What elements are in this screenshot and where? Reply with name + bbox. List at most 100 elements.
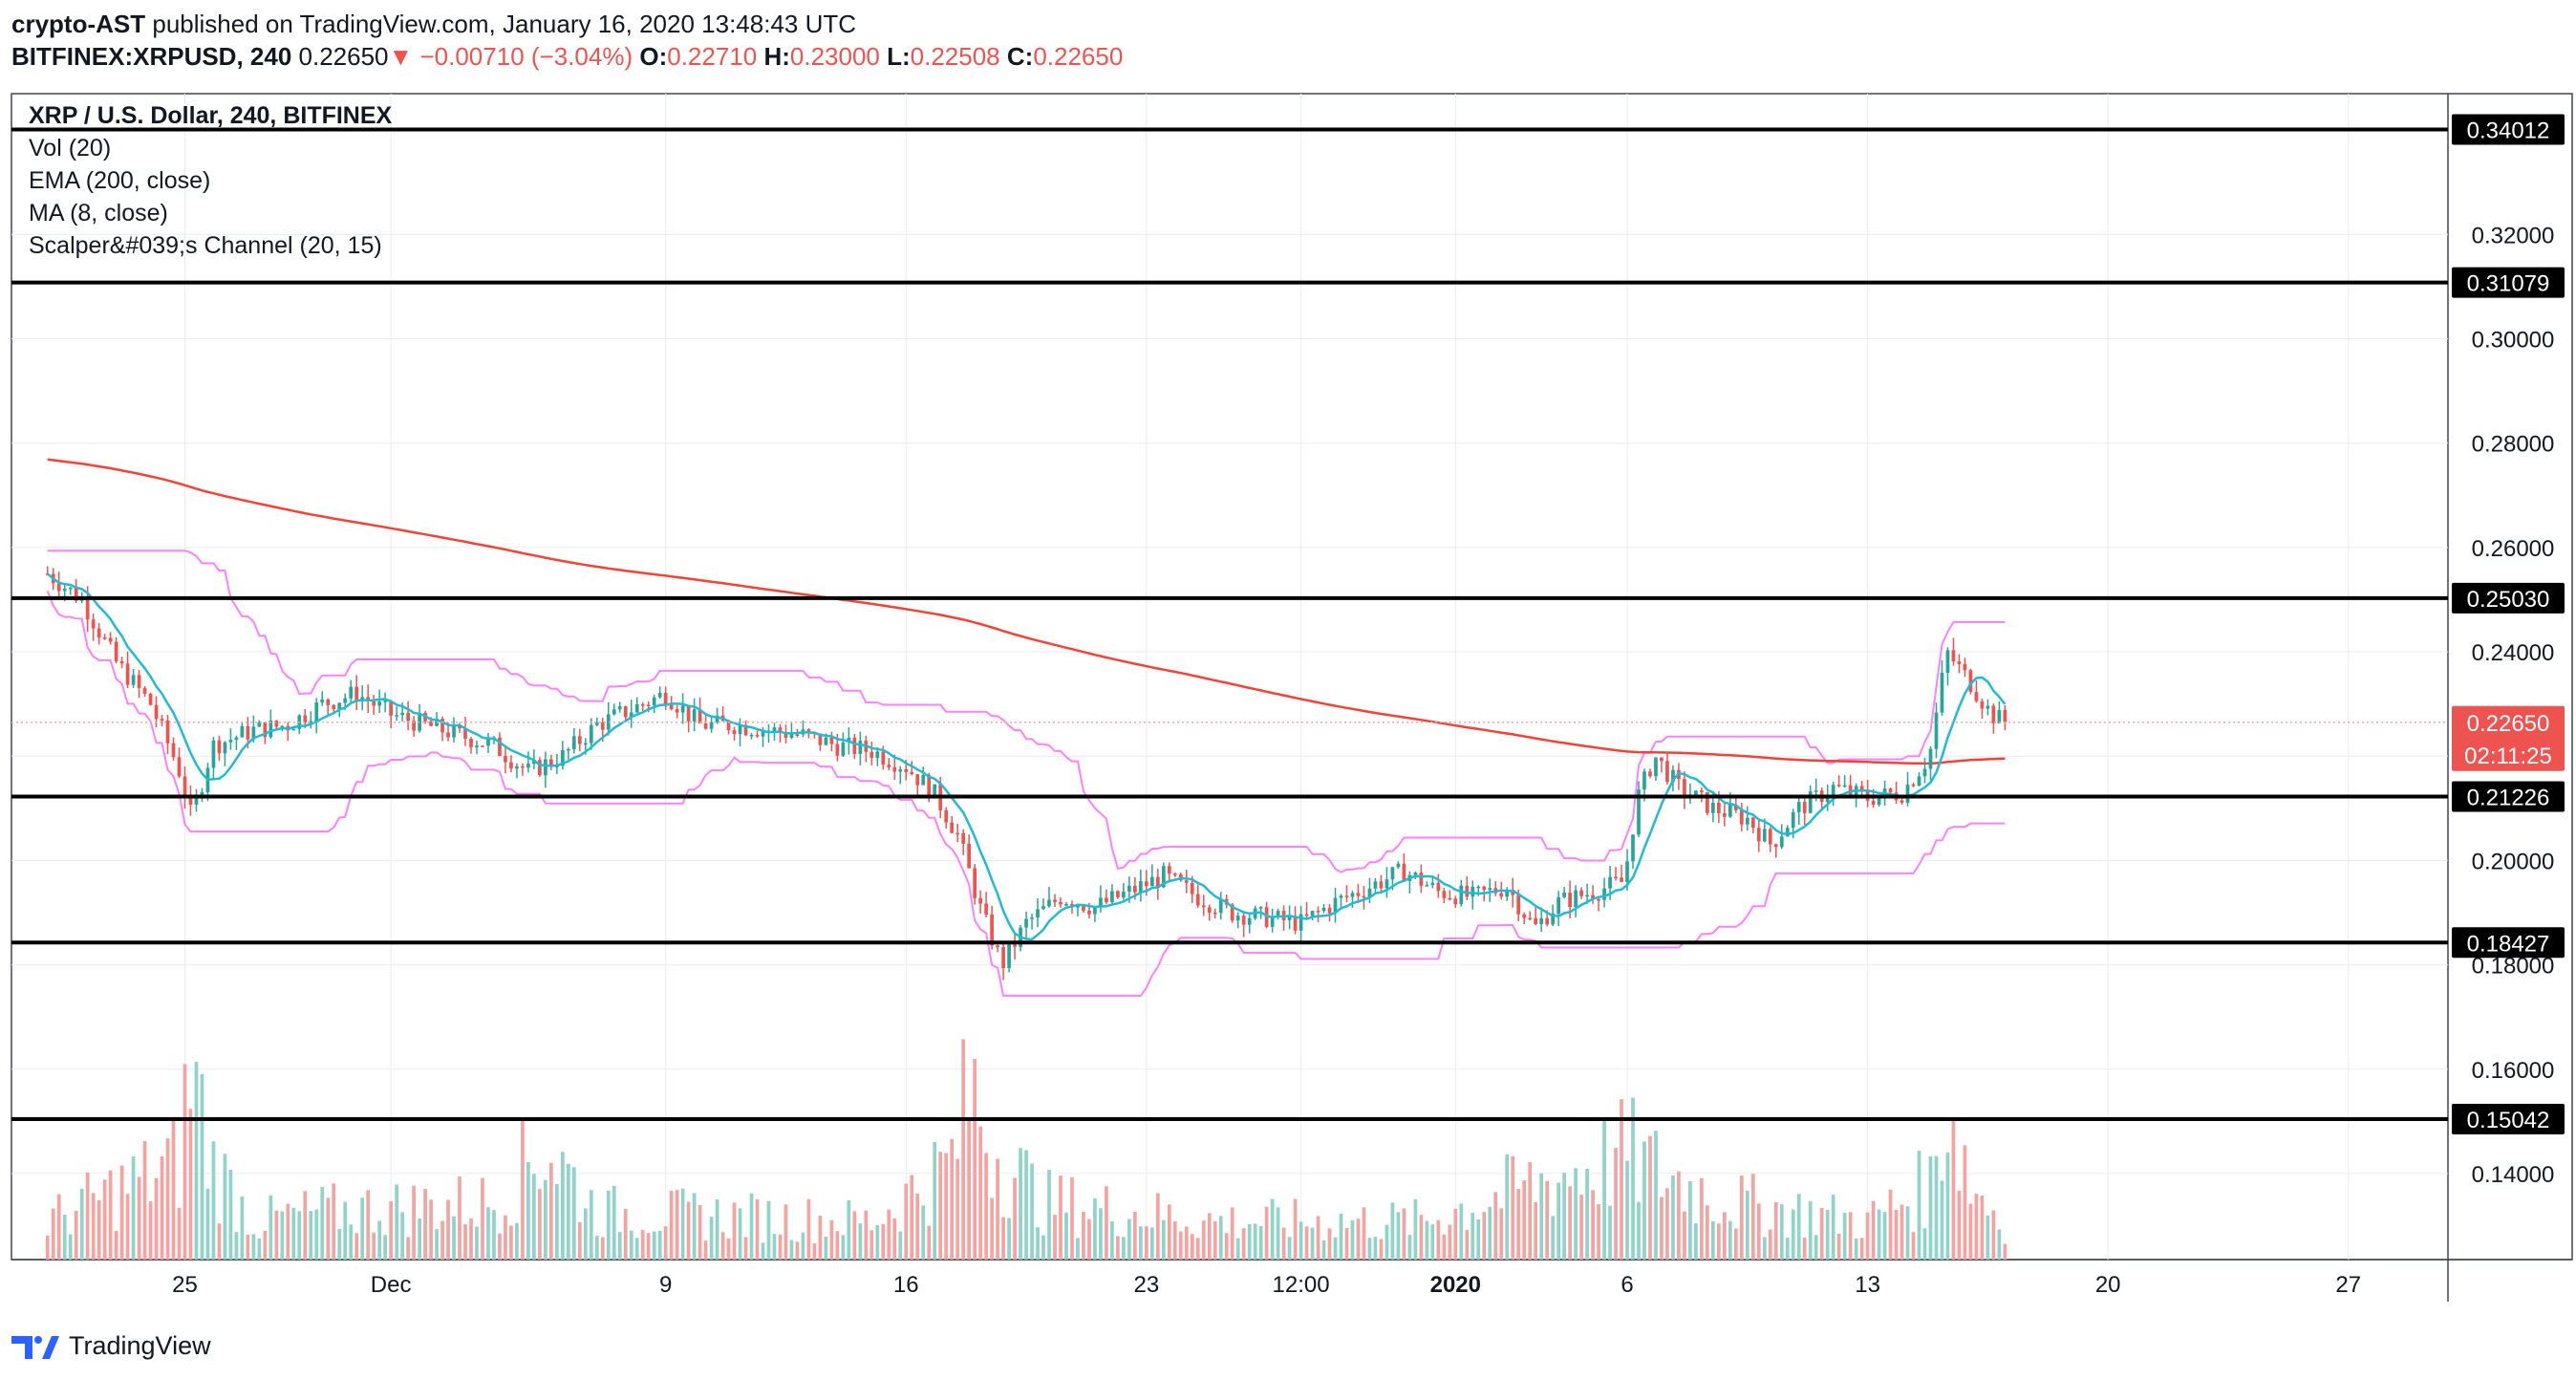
legend-item-volume[interactable]: Vol (20) [29, 135, 112, 162]
volume-bar [538, 1189, 542, 1260]
candle-body [1304, 914, 1309, 916]
volume-bar [1654, 1131, 1658, 1260]
candle-body [274, 721, 279, 727]
volume-bar [915, 1193, 920, 1260]
candle-body [1836, 785, 1841, 787]
volume-bar [1745, 1190, 1750, 1260]
volume-bar [1991, 1210, 1996, 1260]
candle-body [509, 762, 513, 769]
volume-bar [1957, 1190, 1962, 1260]
volume-bar [383, 1235, 388, 1260]
candle-body [1871, 800, 1876, 806]
candle-body [577, 736, 582, 744]
candle-body [1138, 881, 1143, 893]
candle-body [504, 755, 507, 763]
volume-bar [188, 1109, 193, 1260]
candle-body [1574, 890, 1578, 908]
scalper-channel [46, 550, 2006, 997]
volume-bar [1579, 1195, 1583, 1260]
candle-body [526, 764, 530, 768]
candle-body [1350, 893, 1355, 897]
volume-bar [818, 1216, 823, 1260]
volume-bar [1796, 1194, 1801, 1260]
legend-item-ma[interactable]: MA (8, close) [29, 200, 168, 226]
brand-name[interactable]: TradingView [69, 1330, 211, 1360]
candle-body [1556, 896, 1560, 914]
volume-bar [1934, 1155, 1939, 1260]
legend-item-scalper-channel[interactable]: Scalper&#039;s Channel (20, 15) [29, 232, 382, 259]
volume-bar [137, 1176, 141, 1260]
candle-body [1235, 916, 1240, 921]
candle-body [1625, 861, 1629, 882]
price-change: −0.00710 (−3.04%) [419, 42, 633, 71]
candle-body [1986, 705, 1990, 709]
candle-body [1963, 663, 1967, 671]
candle-body [915, 774, 920, 786]
candle-body [171, 743, 176, 758]
volume-bar [784, 1204, 788, 1260]
volume-bar [806, 1198, 811, 1260]
candle-body [996, 945, 999, 947]
candle-body [1722, 812, 1727, 817]
volume-bar [1453, 1208, 1458, 1260]
candle-body [234, 737, 239, 741]
volume-bar [1683, 1211, 1686, 1260]
candle-body [978, 897, 982, 904]
candle-body [1390, 867, 1395, 880]
candle-body [1430, 882, 1435, 886]
candle-body [452, 724, 456, 738]
candle-body [85, 598, 90, 620]
x-tick-label: 16 [893, 1272, 919, 1298]
candle-body [1436, 882, 1441, 892]
candle-body [1385, 879, 1389, 889]
volume-bar [1750, 1174, 1755, 1260]
candle-body [738, 724, 742, 735]
candle-body [458, 724, 462, 729]
candle-body [1122, 891, 1126, 897]
volume-bar [612, 1185, 616, 1260]
candle-body [400, 712, 404, 716]
volume-bar [726, 1238, 731, 1260]
volume-bar [1706, 1205, 1709, 1260]
y-tick-label: 0.24000 [2472, 640, 2555, 666]
volume-bar [423, 1189, 427, 1260]
volume-bar [1871, 1200, 1876, 1260]
tradingview-logo-icon[interactable] [10, 1326, 59, 1365]
x-tick-label: 2020 [1430, 1272, 1481, 1298]
volume-bar [1024, 1150, 1028, 1260]
volume-bar [1722, 1212, 1727, 1260]
volume-bar [549, 1162, 553, 1260]
candle-body [62, 588, 67, 592]
candle-body [933, 784, 937, 799]
candle-body [1642, 771, 1646, 790]
candle-body [177, 757, 182, 777]
candle-body [1344, 895, 1349, 897]
volume-bar [675, 1190, 679, 1260]
volume-bar [504, 1215, 507, 1260]
candle-body [1453, 898, 1458, 905]
candle-body [1087, 910, 1091, 915]
volume-bar [1568, 1186, 1572, 1260]
volume-bar [45, 1235, 50, 1260]
candle-body [680, 705, 685, 713]
author-name[interactable]: crypto-AST [11, 10, 146, 38]
volume-bar [1831, 1195, 1835, 1260]
volume-bar [395, 1184, 398, 1260]
candle-body [589, 724, 593, 744]
volume-bar [1940, 1180, 1944, 1260]
candle-body [1934, 712, 1939, 749]
volume-bar [1201, 1220, 1206, 1260]
volume-bar [1379, 1239, 1384, 1260]
volume-bar [217, 1223, 222, 1260]
volume-bar [1241, 1228, 1246, 1260]
level-label: 0.25030 [2467, 587, 2550, 613]
volume-bar [1534, 1201, 1538, 1260]
volume-bar [400, 1212, 404, 1260]
y-tick-label: 0.30000 [2472, 328, 2555, 354]
candle-body [904, 768, 909, 772]
volume-bar [1270, 1198, 1275, 1260]
candle-body [652, 697, 656, 706]
close-value: 0.22650 [1033, 42, 1124, 71]
legend-item-ema[interactable]: EMA (200, close) [29, 167, 211, 194]
